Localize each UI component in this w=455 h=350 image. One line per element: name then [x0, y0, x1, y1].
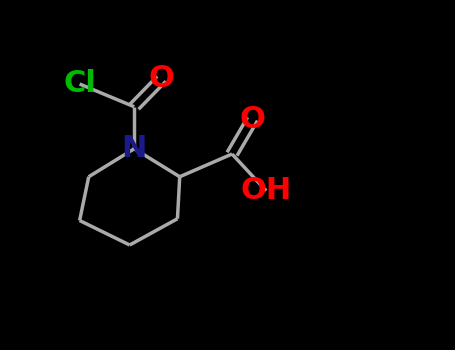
- Text: O: O: [240, 105, 265, 133]
- Text: OH: OH: [241, 176, 292, 205]
- Text: O: O: [149, 64, 174, 93]
- Text: Cl: Cl: [63, 70, 96, 98]
- Text: N: N: [121, 134, 147, 163]
